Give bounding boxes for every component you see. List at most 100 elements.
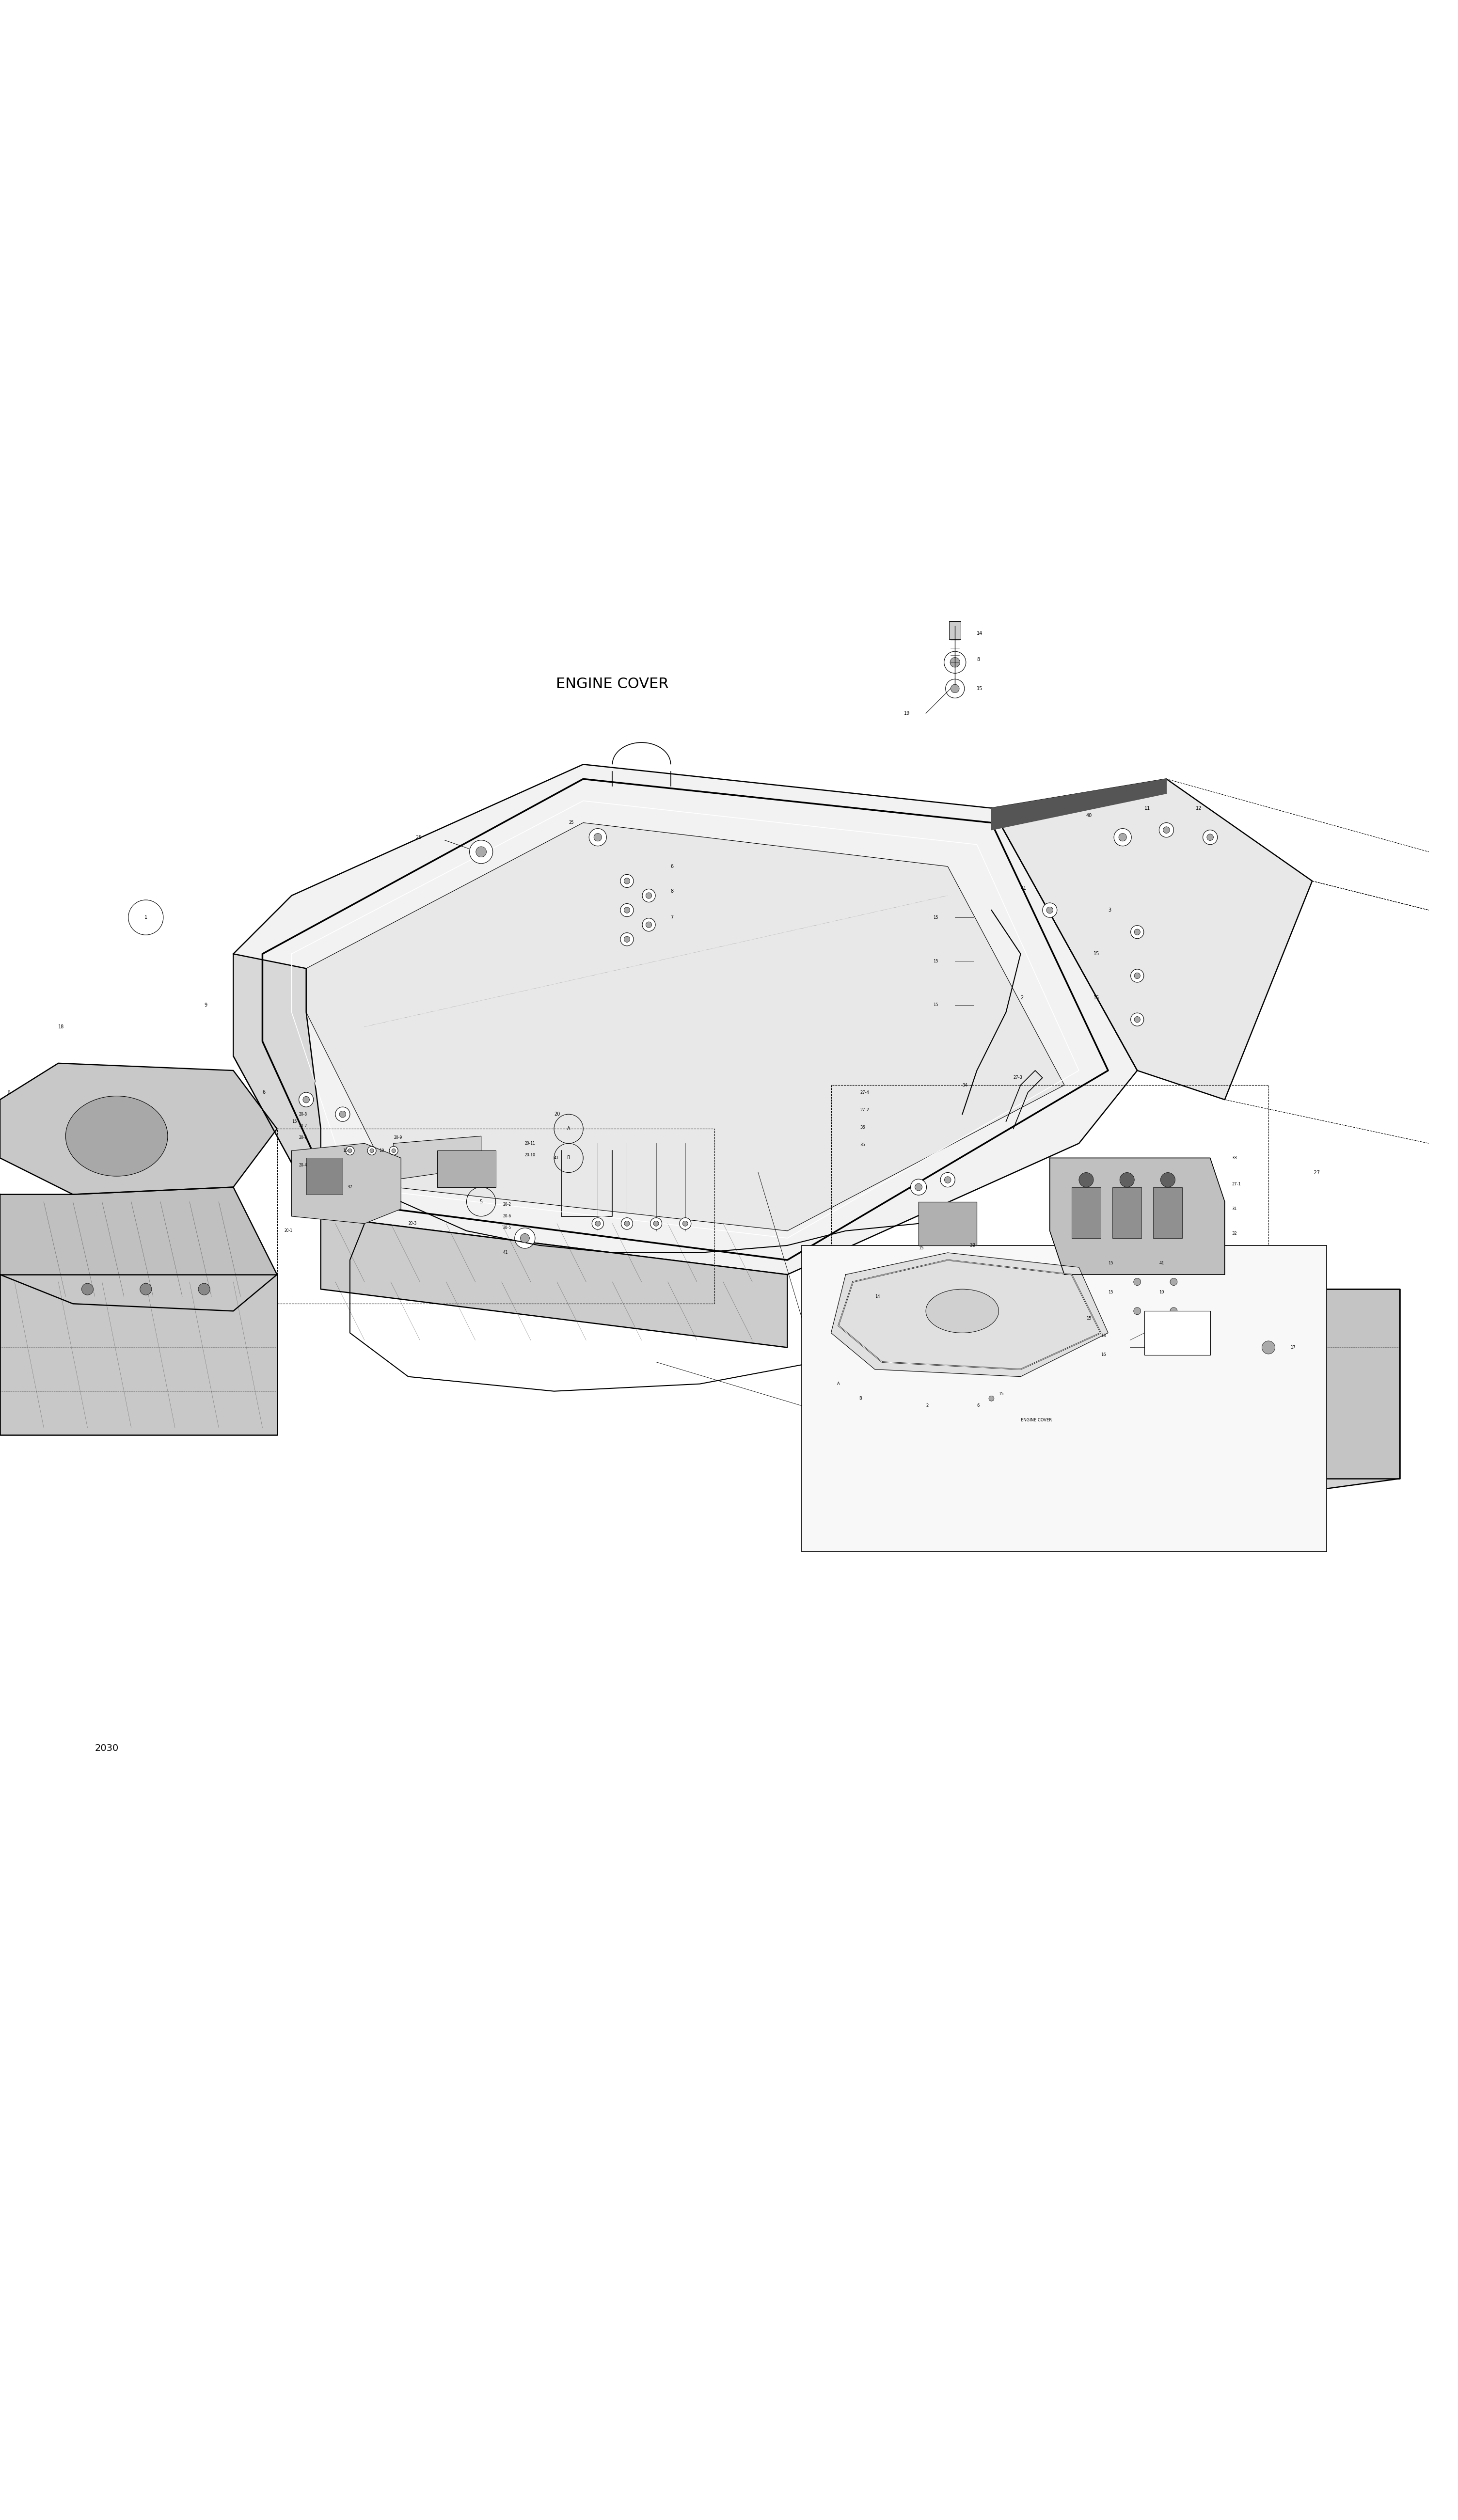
Text: 27-1: 27-1 [1232, 1182, 1241, 1187]
Text: B: B [567, 1157, 570, 1159]
Text: 20-2: 20-2 [503, 1202, 512, 1207]
Circle shape [475, 847, 487, 857]
Polygon shape [233, 764, 1137, 1275]
Circle shape [1171, 1308, 1177, 1315]
Text: 27-4: 27-4 [860, 1091, 869, 1094]
Text: 8: 8 [671, 890, 674, 895]
Circle shape [335, 1106, 350, 1121]
Circle shape [370, 1149, 373, 1152]
Text: 2: 2 [926, 1404, 929, 1409]
Polygon shape [831, 1290, 1400, 1499]
Text: 27-3: 27-3 [1013, 1076, 1022, 1081]
Circle shape [593, 834, 602, 842]
Circle shape [682, 1220, 688, 1227]
Circle shape [140, 1283, 152, 1295]
Text: 15: 15 [1108, 1260, 1112, 1265]
Text: 15: 15 [933, 960, 937, 963]
Polygon shape [306, 822, 1064, 1230]
Polygon shape [394, 1137, 481, 1187]
Circle shape [1134, 1016, 1140, 1023]
Polygon shape [233, 955, 321, 1217]
Circle shape [469, 839, 493, 864]
Circle shape [945, 1177, 951, 1182]
Circle shape [945, 678, 965, 698]
Circle shape [1131, 970, 1145, 983]
Bar [1153, 1187, 1182, 1237]
Bar [306, 1159, 343, 1194]
Text: 19: 19 [904, 711, 910, 716]
Text: 39: 39 [970, 1242, 975, 1247]
Circle shape [1159, 822, 1174, 837]
Text: 14: 14 [977, 630, 983, 635]
Circle shape [348, 1149, 351, 1152]
Polygon shape [321, 1217, 787, 1348]
Circle shape [367, 1147, 376, 1154]
Text: 37: 37 [347, 1184, 353, 1189]
Bar [1072, 1187, 1101, 1237]
Polygon shape [292, 1144, 401, 1225]
Text: 41: 41 [1159, 1260, 1163, 1265]
Circle shape [679, 1217, 691, 1230]
Text: 15: 15 [999, 1391, 1003, 1396]
Circle shape [1134, 1278, 1140, 1285]
Text: 15: 15 [1108, 1290, 1112, 1295]
Circle shape [1047, 907, 1053, 912]
Circle shape [198, 1283, 210, 1295]
Circle shape [1134, 973, 1140, 978]
Text: 36: 36 [860, 1124, 866, 1129]
Text: 20-8: 20-8 [299, 1111, 308, 1116]
Text: 31: 31 [1232, 1207, 1238, 1212]
Text: 20-3: 20-3 [408, 1222, 417, 1225]
Polygon shape [991, 779, 1312, 1099]
Circle shape [916, 1184, 921, 1192]
Circle shape [1128, 1273, 1146, 1290]
Text: 15: 15 [977, 685, 983, 690]
Circle shape [1161, 1172, 1175, 1187]
Text: 20-11: 20-11 [525, 1142, 535, 1147]
Circle shape [642, 917, 656, 932]
Text: 10: 10 [1159, 1290, 1163, 1295]
Text: 15: 15 [343, 1149, 347, 1152]
Text: 15: 15 [933, 915, 937, 920]
Text: 6: 6 [262, 1091, 265, 1094]
Text: 20-1: 20-1 [284, 1230, 293, 1232]
Text: 20: 20 [554, 1111, 560, 1116]
Polygon shape [0, 1063, 277, 1194]
Circle shape [1115, 1326, 1131, 1341]
Circle shape [1028, 1326, 1044, 1341]
Text: 13: 13 [1101, 1333, 1107, 1338]
Circle shape [624, 877, 630, 885]
Circle shape [1131, 1013, 1145, 1026]
Circle shape [1203, 1326, 1219, 1341]
Circle shape [650, 1217, 662, 1230]
Circle shape [945, 650, 965, 673]
Text: 0: 0 [7, 1091, 10, 1094]
Circle shape [989, 1396, 994, 1401]
Polygon shape [919, 1202, 977, 1245]
Text: 32: 32 [1232, 1232, 1238, 1235]
Circle shape [646, 922, 652, 927]
Circle shape [889, 1290, 904, 1303]
Circle shape [910, 1179, 927, 1194]
Circle shape [1203, 829, 1217, 844]
Circle shape [621, 1217, 633, 1230]
Circle shape [1166, 1303, 1181, 1318]
Circle shape [521, 1235, 529, 1242]
Circle shape [933, 1250, 948, 1263]
Polygon shape [831, 1252, 1108, 1376]
Circle shape [951, 658, 959, 668]
Circle shape [1261, 1341, 1274, 1353]
Text: 11: 11 [1145, 806, 1150, 811]
Circle shape [1114, 829, 1131, 847]
Bar [949, 622, 961, 640]
Circle shape [653, 1220, 659, 1227]
Text: 33: 33 [1232, 1157, 1238, 1159]
Text: B: B [859, 1396, 862, 1401]
Text: 20-6: 20-6 [299, 1137, 308, 1139]
Circle shape [937, 1255, 943, 1260]
Polygon shape [991, 779, 1166, 829]
Text: 20-7: 20-7 [299, 1124, 308, 1129]
Text: 41: 41 [503, 1250, 507, 1255]
Circle shape [1163, 827, 1169, 834]
Circle shape [592, 1217, 604, 1230]
